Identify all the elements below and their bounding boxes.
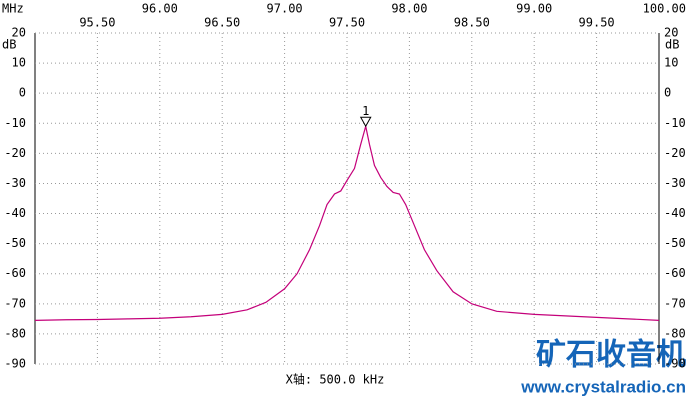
y-tick-label-right: -20 xyxy=(664,146,686,160)
y-tick-label-right: -50 xyxy=(664,236,686,250)
y-tick-label-left: 10 xyxy=(12,56,26,70)
y-tick-label-left: -60 xyxy=(4,266,26,280)
y-tick-label-right: -80 xyxy=(664,326,686,340)
y-tick-label-right: -90 xyxy=(664,357,686,371)
y-tick-label-right: 0 xyxy=(664,86,671,100)
y-tick-label-left: -70 xyxy=(4,296,26,310)
x-tick-label: 97.50 xyxy=(329,16,365,30)
marker-label: 1 xyxy=(362,104,369,118)
y-tick-label-left: 20 xyxy=(12,26,26,40)
y-tick-label-left: 0 xyxy=(19,86,26,100)
x-tick-label: 95.50 xyxy=(79,16,115,30)
y-unit-right: dB xyxy=(665,38,679,52)
x-tick-label: 97.00 xyxy=(267,2,303,16)
y-tick-label-left: -20 xyxy=(4,146,26,160)
y-tick-label-right: -10 xyxy=(664,116,686,130)
x-tick-label: 100.00 xyxy=(643,2,686,16)
y-tick-label-left: -10 xyxy=(4,116,26,130)
x-unit: MHz xyxy=(2,2,24,16)
peak-marker xyxy=(359,116,372,128)
y-tick-label-right: -70 xyxy=(664,296,686,310)
x-tick-label: 98.00 xyxy=(391,2,427,16)
watermark-url: www.crystalradio.cn xyxy=(520,377,686,396)
y-tick-label-left: -30 xyxy=(4,176,26,190)
x-tick-label: 96.50 xyxy=(204,16,240,30)
x-tick-label: 98.50 xyxy=(454,16,490,30)
y-tick-label-left: -40 xyxy=(4,206,26,220)
x-axis-label: X轴: 500.0 kHz xyxy=(286,372,385,387)
y-tick-label-left: -90 xyxy=(4,357,26,371)
x-tick-label: 99.00 xyxy=(516,2,552,16)
x-tick-label: 99.50 xyxy=(579,16,615,30)
y-unit-left: dB xyxy=(2,38,16,52)
spectrum-line xyxy=(34,126,660,321)
x-tick-label: 96.00 xyxy=(142,2,178,16)
y-tick-label-right: 20 xyxy=(664,26,678,40)
watermark-title: 矿石收音机 xyxy=(536,338,686,373)
y-tick-label-right: -30 xyxy=(664,176,686,190)
y-tick-label-left: -50 xyxy=(4,236,26,250)
y-tick-label-left: -80 xyxy=(4,326,26,340)
y-tick-label-right: -40 xyxy=(664,206,686,220)
y-tick-label-right: -60 xyxy=(664,266,686,280)
y-tick-label-right: 10 xyxy=(664,56,678,70)
